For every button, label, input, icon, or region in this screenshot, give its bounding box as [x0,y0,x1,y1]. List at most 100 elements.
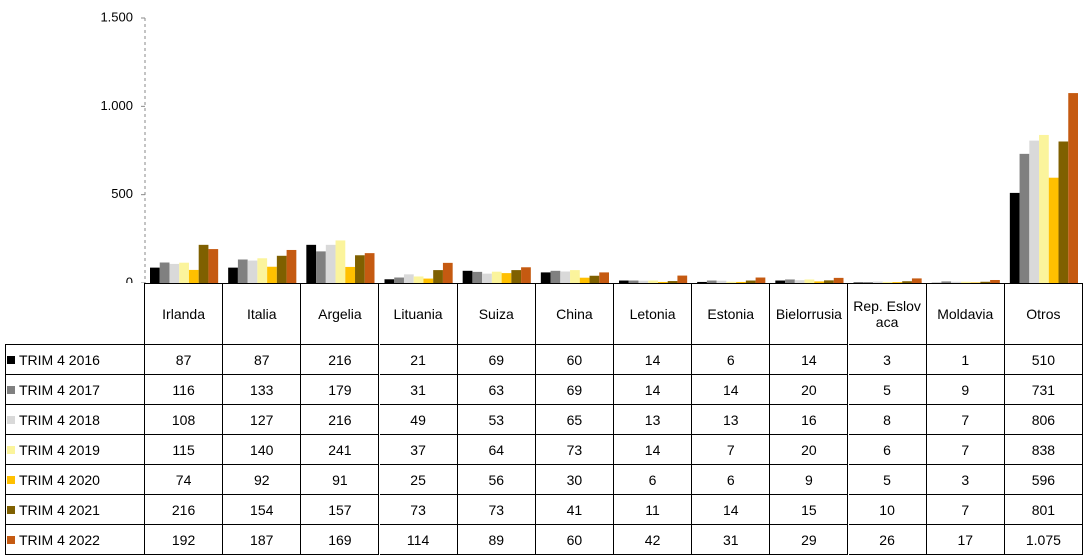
bar [648,280,658,283]
table-value: 53 [457,405,536,435]
table-value: 74 [145,465,224,495]
legend-swatch [7,505,15,514]
table-value: 15 [770,495,849,525]
bar [1048,177,1059,283]
bar [462,270,473,283]
table-value: 14 [770,345,849,375]
bar [570,270,580,283]
category-label: China [535,283,614,345]
bar [179,262,189,283]
table-value: 108 [145,405,224,435]
bar [345,266,356,283]
bar [355,255,365,283]
table-value: 510 [1004,345,1083,375]
bar [286,249,297,283]
table-row-border [5,344,145,345]
bar [941,281,952,283]
table-value: 838 [1004,435,1083,465]
table-value: 7 [692,435,771,465]
bar [1058,141,1069,283]
legend-label: TRIM 4 2017 [19,381,100,398]
table-value: 13 [692,405,771,435]
table-value: 7 [926,405,1005,435]
table-value: 5 [848,375,927,405]
bar [521,267,531,283]
legend-swatch [7,475,15,484]
category-label: Moldavia [926,283,1005,345]
bar [970,282,981,283]
table-value: 116 [145,375,224,405]
table-value: 6 [692,345,771,375]
table-value: 6 [848,435,927,465]
table-value: 31 [692,525,771,555]
bar [403,274,414,283]
table-value: 1.075 [1004,525,1083,555]
bar [198,244,209,283]
bar [247,260,258,283]
legend-label: TRIM 4 2018 [19,411,100,428]
legend-swatch [7,385,15,394]
bar [364,253,375,283]
category-label: Lituania [379,283,458,345]
bar [736,281,746,283]
table-value: 216 [301,405,380,435]
bar [726,281,737,283]
bar [657,281,668,283]
legend-label: TRIM 4 2021 [19,501,100,518]
table-value: 140 [223,435,302,465]
table-value: 69 [535,375,614,405]
legend-label: TRIM 4 2020 [19,471,100,488]
table-value: 69 [457,345,536,375]
bar [1029,140,1040,283]
table-value: 29 [770,525,849,555]
bar [628,280,639,283]
table-value: 16 [770,405,849,435]
table-value: 3 [848,345,927,375]
table-value: 63 [457,375,536,405]
bar [384,279,395,283]
table-value: 89 [457,525,536,555]
table-value: 14 [692,495,771,525]
bar [188,269,199,283]
table-value: 216 [145,495,224,525]
y-tick-label: 0 [126,274,133,283]
legend-cell: TRIM 4 2019 [5,435,145,465]
bar [814,281,825,283]
table-value: 37 [379,435,458,465]
legend-swatch [7,535,15,544]
table-value: 87 [223,345,302,375]
bar [491,271,502,283]
bar [667,281,678,283]
bar [550,270,561,283]
bar [442,262,453,283]
bar [1019,153,1030,283]
table-value: 30 [535,465,614,495]
y-tick-label: 1.000 [100,98,133,113]
bar [745,280,756,283]
y-tick-label: 1.500 [100,9,133,24]
table-value: 25 [379,465,458,495]
table-value: 42 [614,525,693,555]
bar [150,267,160,283]
table-value: 6 [614,465,693,495]
table-value: 26 [848,525,927,555]
table-value: 216 [301,345,380,375]
category-label: Suiza [457,283,536,345]
bar [579,277,590,283]
table-value: 21 [379,345,458,375]
bar [306,244,317,283]
y-tick-label: 500 [111,186,133,201]
bar [413,276,424,283]
table-value: 127 [223,405,302,435]
bar [589,275,600,283]
bar [677,275,688,283]
table-value: 87 [145,345,224,375]
table-value: 801 [1004,495,1083,525]
table-value: 192 [145,525,224,555]
table-value: 31 [379,375,458,405]
bar [911,278,922,283]
bar [276,255,287,283]
table-value: 73 [535,435,614,465]
table-value: 179 [301,375,380,405]
bar [501,273,512,283]
